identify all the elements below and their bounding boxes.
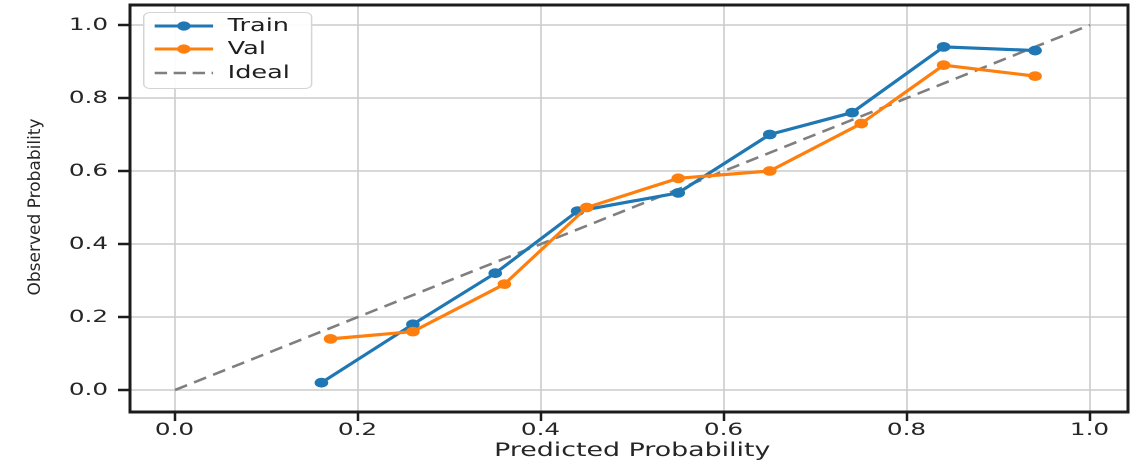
- legend-label-ideal: Ideal: [227, 62, 290, 83]
- y-tick-label: 1.0: [68, 15, 108, 35]
- val-marker: [671, 173, 686, 184]
- train-marker: [762, 129, 777, 140]
- legend-item-ideal: Ideal: [153, 61, 305, 85]
- train-marker: [936, 42, 951, 52]
- y-tick-label: 0.0: [68, 380, 108, 400]
- val-marker: [406, 326, 420, 337]
- ideal-line: [174, 23, 1091, 392]
- val-marker: [1028, 71, 1042, 81]
- legend-label-train: Train: [227, 15, 289, 36]
- x-tick-label: 0.8: [887, 420, 927, 440]
- x-tick-label: 1.0: [1070, 420, 1110, 440]
- plot-frame: [128, 3, 1130, 414]
- x-tick-label: 0.2: [338, 420, 378, 440]
- train-marker: [488, 268, 503, 279]
- legend-label-val: Val: [227, 39, 266, 60]
- val-marker: [579, 202, 594, 213]
- val-line-sample-icon: [154, 44, 214, 54]
- val-marker: [497, 279, 512, 290]
- legend-item-val: Val: [153, 38, 305, 62]
- train-marker: [314, 377, 329, 388]
- y-axis-label: Observed Probability: [25, 118, 45, 296]
- y-tick-label: 0.8: [68, 88, 108, 108]
- train-line-sample-icon: [154, 21, 214, 31]
- x-axis-label-wrap: Predicted Probability: [132, 440, 1132, 461]
- x-tick-label: 0.0: [155, 420, 195, 440]
- y-tick-label: 0.4: [68, 234, 108, 254]
- x-tick-label: 0.4: [521, 420, 561, 440]
- train-marker: [845, 107, 859, 118]
- legend: Train Val Ideal: [143, 12, 313, 89]
- train-marker: [1028, 45, 1042, 56]
- val-marker: [323, 334, 338, 344]
- val-marker: [762, 166, 777, 176]
- ideal-dashed-line-sample-icon: [154, 71, 214, 75]
- val-marker: [854, 118, 869, 129]
- train-marker: [671, 188, 686, 198]
- val-marker: [936, 60, 951, 71]
- x-tick-label: 0.6: [704, 420, 744, 440]
- y-tick-label: 0.6: [68, 161, 108, 181]
- y-tick-label: 0.2: [68, 307, 108, 327]
- x-axis-label: Predicted Probability: [493, 440, 771, 461]
- legend-item-train: Train: [153, 14, 305, 38]
- train-marker: [406, 319, 420, 330]
